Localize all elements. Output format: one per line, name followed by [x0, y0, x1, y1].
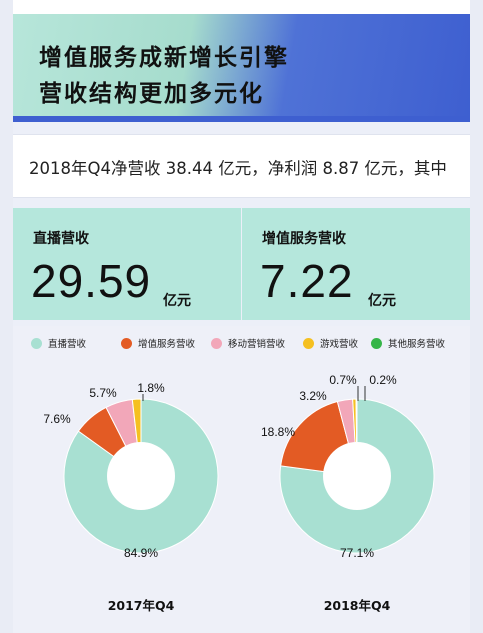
kpi-unit: 亿元 [368, 293, 396, 309]
legend-swatch [371, 337, 382, 349]
legend-label: 游戏营收 [320, 339, 359, 350]
summary-panel: 2018年Q4净营收 38.44 亿元，净利润 8.87 亿元，其中 [13, 134, 470, 198]
page-title-line-2: 营收结构更加多元化 [39, 81, 264, 107]
summary-text: 2018年Q4净营收 38.44 亿元，净利润 8.87 亿元，其中 [29, 159, 447, 178]
data-label-mobile-marketing: 5.7% [89, 386, 117, 400]
data-label-value-added: 7.6% [43, 412, 71, 426]
legend-item-value-added: 增值服务营收 [121, 336, 195, 350]
chart-legend: 直播营收 增值服务营收 移动营销营收 游戏营收 其他服务营收 [13, 336, 470, 354]
donut-hole [107, 442, 175, 510]
donut-hole [323, 442, 391, 510]
kpi-label: 直播营收 [33, 231, 89, 247]
kpi-label: 增值服务营收 [262, 231, 346, 247]
header-shadow-bar [13, 116, 470, 122]
data-label-other: 0.2% [369, 373, 397, 387]
data-label-mobile-marketing: 3.2% [299, 389, 327, 403]
kpi-value: 7.22 [260, 255, 354, 307]
data-label-games: 1.8% [137, 381, 165, 395]
kpi-value: 29.59 [31, 255, 152, 307]
data-label-value-added: 18.8% [261, 425, 295, 439]
legend-item-games: 游戏营收 [303, 336, 358, 350]
legend-swatch [31, 337, 42, 349]
legend-item-live: 直播营收 [31, 336, 86, 350]
donut-2018q4: 77.1% 18.8% 3.2%0.7% 0.2% [261, 373, 435, 560]
legend-label: 移动营销营收 [228, 339, 286, 350]
legend-item-other: 其他服务营收 [371, 336, 445, 350]
legend-item-mobile-marketing: 移动营销营收 [211, 336, 285, 350]
kpi-unit: 亿元 [163, 293, 191, 309]
legend-label: 增值服务营收 [138, 339, 196, 350]
chart-caption-2018q4: 2018年Q4 [324, 598, 391, 613]
data-label-games: 0.7% [329, 373, 357, 387]
legend-swatch [303, 337, 314, 349]
page-title-line-1: 增值服务成新增长引擎 [39, 45, 289, 71]
header-gradient [13, 14, 470, 122]
chart-caption-2017q4: 2017年Q4 [108, 598, 175, 613]
legend-swatch [211, 337, 222, 349]
donut-2017q4: 84.9% 7.6% 5.7% 1.8% [43, 381, 219, 560]
donut-charts: 84.9% 7.6% 5.7% 1.8% 77.1% 18.8% 3.2%0.7% 0.2%… [43, 373, 435, 613]
legend-label: 其他服务营收 [388, 339, 446, 350]
kpi-value-added-revenue: 增值服务营收 7.22 亿元 [242, 208, 470, 320]
kpi-live-revenue: 直播营收 29.59 亿元 [13, 208, 241, 320]
header-banner: 增值服务成新增长引擎 营收结构更加多元化 [13, 0, 470, 122]
data-label-live: 84.9% [124, 546, 158, 560]
chart-panel: 直播营收 增值服务营收 移动营销营收 游戏营收 其他服务营收 84.9% 7.6%… [13, 326, 470, 633]
legend-label: 直播营收 [48, 339, 87, 350]
data-label-live: 77.1% [340, 546, 374, 560]
legend-swatch [121, 337, 132, 349]
